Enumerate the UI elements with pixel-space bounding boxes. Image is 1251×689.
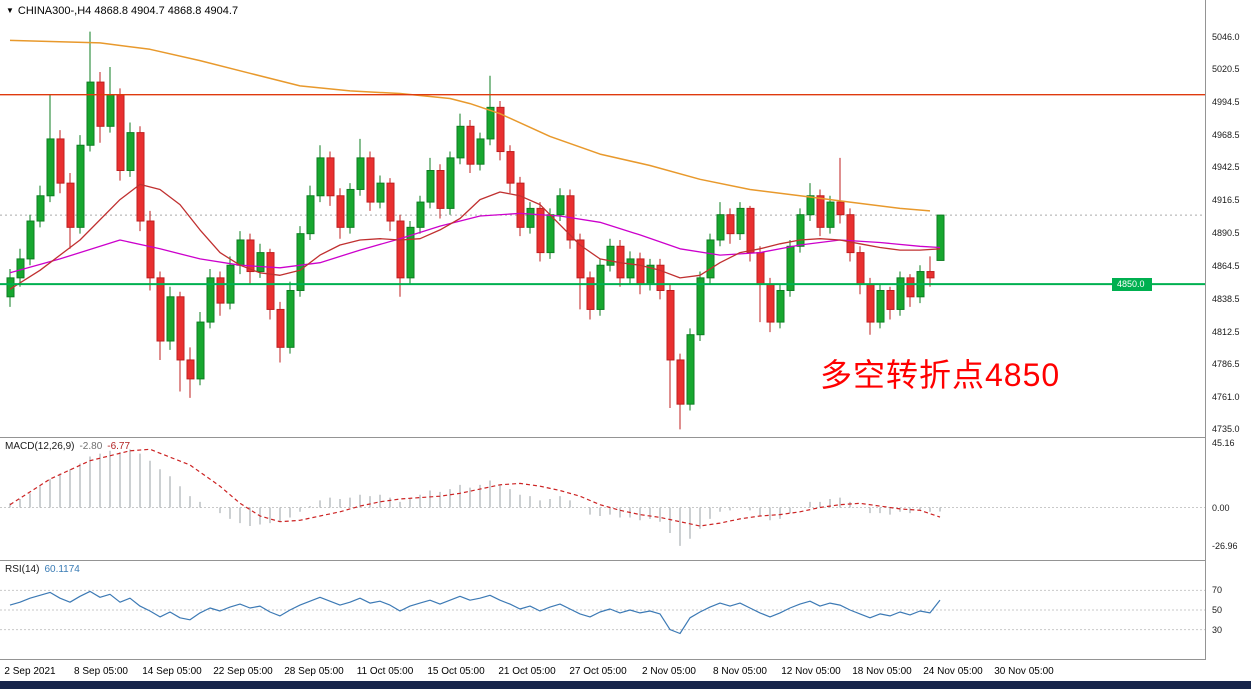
taskbar[interactable]	[0, 681, 1251, 689]
rsi-name: RSI(14)	[5, 564, 40, 575]
time-label: 2 Sep 2021	[4, 666, 56, 677]
macd-tick: 45.16	[1212, 438, 1235, 448]
time-label: 14 Sep 05:00	[142, 666, 202, 677]
symbol-dropdown-icon[interactable]: ▼	[6, 6, 14, 15]
time-label: 30 Nov 05:00	[994, 666, 1054, 677]
time-label: 11 Oct 05:00	[356, 666, 414, 677]
macd-indicator-label: MACD(12,26,9) -2.80 -6.77	[5, 441, 130, 452]
price-tick: 4786.5	[1212, 359, 1240, 369]
macd-signal-value: -6.77	[107, 441, 131, 452]
rsi-value: 60.1174	[44, 564, 80, 575]
time-label: 12 Nov 05:00	[781, 666, 841, 677]
price-axis[interactable]: 5000.0 4904.7 5046.05020.54994.54968.549…	[1205, 0, 1251, 660]
price-tick: 4942.5	[1212, 162, 1240, 172]
main-chart-panel[interactable]: ▼ CHINA300-,H4 4868.8 4904.7 4868.8 4904.…	[0, 0, 1251, 438]
time-label: 27 Oct 05:00	[569, 666, 627, 677]
price-tick: 5020.5	[1212, 64, 1240, 74]
rsi-tick: 30	[1212, 625, 1223, 635]
rsi-chart[interactable]	[0, 561, 1205, 659]
time-axis[interactable]: 2 Sep 2021 8 Sep 05:00 14 Sep 05:00 22 Sep …	[0, 660, 1251, 681]
rsi-tick: 50	[1212, 605, 1223, 615]
time-label: 8 Nov 05:00	[713, 666, 767, 677]
price-tick: 4812.5	[1212, 327, 1240, 337]
time-label: 15 Oct 05:00	[427, 666, 485, 677]
time-label: 24 Nov 05:00	[923, 666, 983, 677]
candlestick-chart[interactable]	[0, 0, 1205, 437]
rsi-indicator-label: RSI(14) 60.1174	[5, 564, 80, 575]
macd-panel[interactable]: MACD(12,26,9) -2.80 -6.77	[0, 438, 1251, 561]
price-tick: 4994.5	[1212, 97, 1240, 107]
price-tick: 5046.0	[1212, 32, 1240, 42]
rsi-panel[interactable]: RSI(14) 60.1174	[0, 561, 1251, 660]
symbol-ohlc-text: CHINA300-,H4 4868.8 4904.7 4868.8 4904.7	[17, 5, 239, 17]
support-price-label: 4850.0	[1112, 278, 1152, 291]
macd-tick: -26.96	[1212, 541, 1238, 551]
price-tick: 4761.0	[1212, 392, 1240, 402]
price-tick: 4968.5	[1212, 130, 1240, 140]
macd-name: MACD(12,26,9)	[5, 441, 75, 452]
time-label: 8 Sep 05:00	[74, 666, 128, 677]
macd-tick: 0.00	[1212, 503, 1230, 513]
price-tick: 4864.5	[1212, 261, 1240, 271]
time-label: 28 Sep 05:00	[284, 666, 344, 677]
macd-chart[interactable]	[0, 438, 1205, 560]
price-tick: 4916.5	[1212, 195, 1240, 205]
price-tick: 4838.5	[1212, 294, 1240, 304]
rsi-tick: 70	[1212, 585, 1223, 595]
time-label: 22 Sep 05:00	[213, 666, 273, 677]
annotation-text: 多空转折点4850	[820, 357, 1061, 393]
symbol-ohlc-bar: ▼ CHINA300-,H4 4868.8 4904.7 4868.8 4904.…	[6, 5, 238, 17]
time-label: 2 Nov 05:00	[642, 666, 696, 677]
macd-main-value: -2.80	[79, 441, 103, 452]
time-label: 18 Nov 05:00	[852, 666, 912, 677]
price-tick: 4890.5	[1212, 228, 1240, 238]
price-tick: 4735.0	[1212, 424, 1240, 434]
time-label: 21 Oct 05:00	[498, 666, 556, 677]
